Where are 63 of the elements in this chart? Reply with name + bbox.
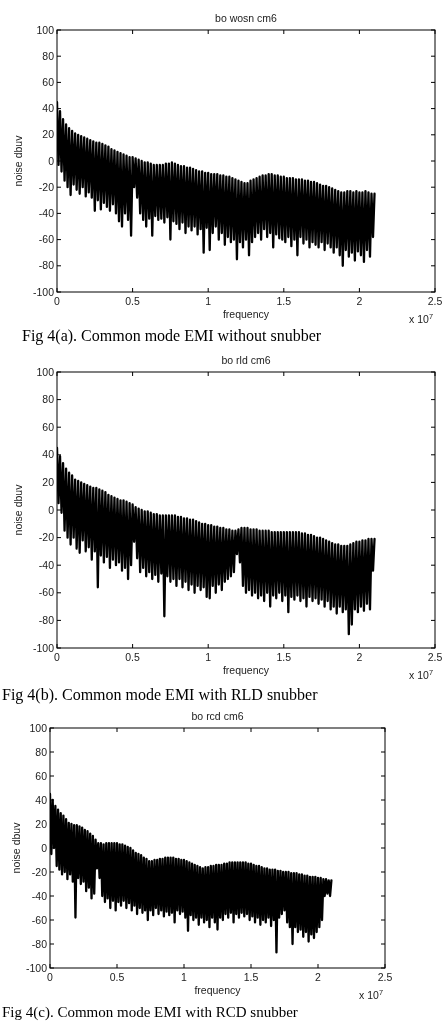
x-tick-label: 0.5 (125, 651, 141, 663)
y-tick-label: -20 (38, 180, 55, 193)
chart-title: bo wosn cm6 (215, 12, 278, 24)
x-tick-label: 1.5 (276, 651, 292, 663)
x-tick-label: 1 (181, 971, 188, 983)
x-tick-label: 0.5 (109, 971, 125, 983)
caption: Fig 4(b). Common mode EMI with RLD snubber (2, 686, 319, 704)
x-tick-label: 1.5 (243, 971, 259, 983)
y-tick-label: 20 (42, 476, 55, 489)
y-axis-title: noise dbuv (11, 134, 24, 187)
chart-title: bo rcd cm6 (191, 710, 244, 722)
x-tick-label: 0.5 (125, 295, 141, 307)
y-tick-label: 60 (42, 420, 55, 433)
y-tick-label: -40 (31, 889, 48, 902)
y-tick-label: -40 (38, 558, 55, 571)
y-tick-label: 100 (36, 365, 55, 378)
y-tick-label: -20 (38, 531, 55, 544)
x-axis-title: frequency (222, 664, 270, 676)
y-tick-label: 0 (48, 154, 55, 167)
y-tick-label: -60 (38, 233, 55, 246)
y-tick-label: -60 (38, 586, 55, 599)
y-tick-label: -20 (31, 865, 48, 878)
x-tick-label: 1 (205, 295, 212, 307)
y-tick-label: -100 (32, 641, 55, 654)
y-tick-label: 20 (35, 817, 48, 830)
y-tick-label: -100 (32, 285, 55, 298)
chart-title: bo rld cm6 (221, 354, 271, 366)
y-tick-label: -80 (31, 937, 48, 950)
x-tick-label: 1.5 (276, 295, 292, 307)
y-tick-label: 80 (42, 49, 55, 62)
y-tick-label: 20 (42, 128, 55, 141)
y-tick-label: -100 (25, 961, 48, 974)
y-tick-label: -80 (38, 614, 55, 627)
y-tick-label: -40 (38, 207, 55, 220)
y-tick-label: 0 (41, 841, 48, 854)
y-tick-label: 0 (48, 503, 55, 516)
x-tick-label: 2.5 (377, 971, 393, 983)
y-tick-label: 100 (29, 721, 48, 734)
y-axis-title: noise dbuv (11, 483, 24, 536)
x-axis-title: frequency (194, 984, 242, 996)
text: x 10$^{7}$ (409, 667, 433, 681)
y-tick-label: 40 (35, 793, 48, 806)
x-tick-label: 2 (356, 295, 363, 307)
caption: Fig 4(a). Common mode EMI without snubber (22, 327, 322, 345)
y-tick-label: -80 (38, 259, 55, 272)
text: x 10$^{7}$ (409, 311, 433, 325)
y-tick-label: 40 (42, 448, 55, 461)
y-axis-title: noise dbuv (9, 821, 22, 874)
caption: Fig 4(c). Common mode EMI with RCD snubber (2, 1004, 298, 1021)
x-tick-label: 2.5 (427, 295, 443, 307)
text: x 10$^{7}$ (359, 987, 383, 1001)
y-tick-label: 60 (42, 76, 55, 89)
y-tick-label: 100 (36, 23, 55, 36)
y-tick-label: 80 (35, 745, 48, 758)
x-axis-title: frequency (222, 308, 270, 320)
y-tick-label: -60 (31, 913, 48, 926)
y-tick-label: 60 (35, 769, 48, 782)
x-tick-label: 2 (315, 971, 322, 983)
x-tick-label: 2 (356, 651, 363, 663)
x-tick-label: 1 (205, 651, 212, 663)
y-tick-label: 40 (42, 102, 55, 115)
y-tick-label: 80 (42, 393, 55, 406)
x-tick-label: 2.5 (427, 651, 443, 663)
